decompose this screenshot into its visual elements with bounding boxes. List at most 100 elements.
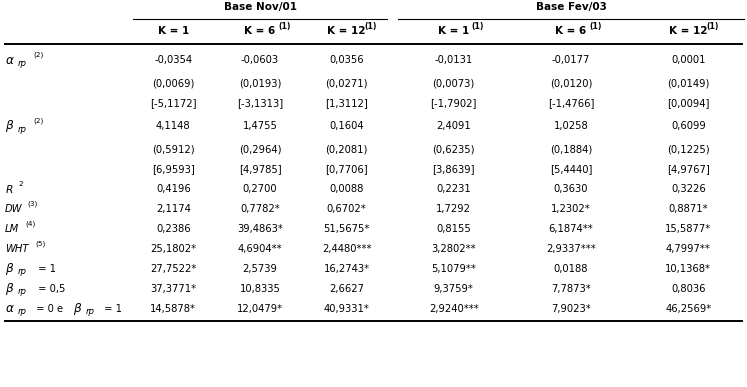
- Text: [4,9785]: [4,9785]: [239, 164, 282, 174]
- Text: [-3,1313]: [-3,1313]: [237, 98, 283, 108]
- Text: 4,1148: 4,1148: [156, 121, 190, 131]
- Text: (0,0271): (0,0271): [326, 78, 368, 88]
- Text: 2,9240***: 2,9240***: [429, 304, 479, 314]
- Text: 0,2700: 0,2700: [243, 184, 277, 194]
- Text: (1): (1): [471, 22, 484, 31]
- Text: (0,2964): (0,2964): [239, 144, 282, 154]
- Text: rp: rp: [18, 308, 27, 317]
- Text: (0,1225): (0,1225): [667, 144, 710, 154]
- Text: 27,7522*: 27,7522*: [150, 264, 196, 274]
- Text: $\alpha$: $\alpha$: [5, 53, 15, 67]
- Text: = 0 e: = 0 e: [33, 304, 66, 314]
- Text: 0,6099: 0,6099: [671, 121, 706, 131]
- Text: 5,1079**: 5,1079**: [431, 264, 476, 274]
- Text: Base Nov/01: Base Nov/01: [223, 2, 297, 12]
- Text: [-5,1172]: [-5,1172]: [150, 98, 196, 108]
- Text: 2: 2: [18, 181, 22, 187]
- Text: K = 6: K = 6: [555, 26, 586, 36]
- Text: 1,2302*: 1,2302*: [551, 204, 591, 214]
- Text: 25,1802*: 25,1802*: [150, 244, 196, 254]
- Text: 4,6904**: 4,6904**: [238, 244, 282, 254]
- Text: 1,4755: 1,4755: [243, 121, 277, 131]
- Text: (2): (2): [33, 118, 43, 124]
- Text: rp: rp: [18, 58, 27, 67]
- Text: $\alpha$: $\alpha$: [5, 303, 15, 315]
- Text: 7,9023*: 7,9023*: [551, 304, 591, 314]
- Text: (1): (1): [278, 22, 291, 31]
- Text: [3,8639]: [3,8639]: [433, 164, 475, 174]
- Text: 0,3226: 0,3226: [671, 184, 706, 194]
- Text: [0,7706]: [0,7706]: [326, 164, 368, 174]
- Text: 46,2569*: 46,2569*: [666, 304, 711, 314]
- Text: $\beta$: $\beta$: [5, 118, 14, 134]
- Text: 0,8155: 0,8155: [436, 224, 471, 234]
- Text: 12,0479*: 12,0479*: [237, 304, 283, 314]
- Text: 7,7873*: 7,7873*: [551, 284, 591, 294]
- Text: 6,1874**: 6,1874**: [548, 224, 593, 234]
- Text: 0,0001: 0,0001: [671, 55, 706, 65]
- Text: -0,0603: -0,0603: [241, 55, 279, 65]
- Text: K = 12: K = 12: [327, 26, 366, 36]
- Text: WHT: WHT: [5, 244, 28, 254]
- Text: 4,7997**: 4,7997**: [666, 244, 711, 254]
- Text: [6,9593]: [6,9593]: [152, 164, 195, 174]
- Text: Base Fev/03: Base Fev/03: [536, 2, 607, 12]
- Text: 0,3630: 0,3630: [554, 184, 588, 194]
- Text: K = 1: K = 1: [158, 26, 189, 36]
- Text: 0,1604: 0,1604: [329, 121, 364, 131]
- Text: 39,4863*: 39,4863*: [237, 224, 283, 234]
- Text: (0,0149): (0,0149): [667, 78, 710, 88]
- Text: = 0,5: = 0,5: [35, 284, 66, 294]
- Text: K = 6: K = 6: [244, 26, 276, 36]
- Text: 2,5739: 2,5739: [243, 264, 277, 274]
- Text: 0,6702*: 0,6702*: [326, 204, 367, 214]
- Text: (1): (1): [589, 22, 601, 31]
- Text: $\beta$: $\beta$: [5, 281, 14, 297]
- Text: 3,2802**: 3,2802**: [431, 244, 476, 254]
- Text: 2,9337***: 2,9337***: [546, 244, 596, 254]
- Text: 40,9331*: 40,9331*: [323, 304, 370, 314]
- Text: = 1: = 1: [35, 264, 56, 274]
- Text: -0,0177: -0,0177: [552, 55, 590, 65]
- Text: (1): (1): [365, 22, 377, 31]
- Text: 15,5877*: 15,5877*: [666, 224, 711, 234]
- Text: K = 1: K = 1: [438, 26, 469, 36]
- Text: (0,1884): (0,1884): [550, 144, 592, 154]
- Text: 16,2743*: 16,2743*: [323, 264, 370, 274]
- Text: (0,0073): (0,0073): [433, 78, 475, 88]
- Text: (5): (5): [35, 241, 46, 247]
- Text: -0,0131: -0,0131: [435, 55, 473, 65]
- Text: (0,6235): (0,6235): [433, 144, 475, 154]
- Text: 0,8871*: 0,8871*: [669, 204, 708, 214]
- Text: $R$: $R$: [5, 183, 13, 195]
- Text: 2,6627: 2,6627: [329, 284, 365, 294]
- Text: [1,3112]: [1,3112]: [325, 98, 368, 108]
- Text: (1): (1): [707, 22, 719, 31]
- Text: -0,0354: -0,0354: [155, 55, 193, 65]
- Text: [-1,7902]: [-1,7902]: [430, 98, 477, 108]
- Text: 10,8335: 10,8335: [240, 284, 280, 294]
- Text: rp: rp: [18, 267, 27, 276]
- Text: DW: DW: [5, 204, 22, 214]
- Text: (3): (3): [27, 201, 37, 207]
- Text: 37,3771*: 37,3771*: [150, 284, 196, 294]
- Text: [4,9767]: [4,9767]: [667, 164, 710, 174]
- Text: 0,4196: 0,4196: [156, 184, 190, 194]
- Text: 0,0088: 0,0088: [329, 184, 364, 194]
- Text: 10,1368*: 10,1368*: [666, 264, 711, 274]
- Text: 1,7292: 1,7292: [436, 204, 471, 214]
- Text: [0,0094]: [0,0094]: [667, 98, 710, 108]
- Text: (0,2081): (0,2081): [326, 144, 368, 154]
- Text: K = 12: K = 12: [669, 26, 707, 36]
- Text: LM: LM: [5, 224, 19, 234]
- Text: $\beta$: $\beta$: [73, 301, 82, 317]
- Text: rp: rp: [18, 288, 27, 296]
- Text: 9,3759*: 9,3759*: [434, 284, 474, 294]
- Text: (0,5912): (0,5912): [152, 144, 195, 154]
- Text: 0,7782*: 0,7782*: [240, 204, 280, 214]
- Text: 51,5675*: 51,5675*: [323, 224, 370, 234]
- Text: rp: rp: [18, 125, 27, 134]
- Text: 2,1174: 2,1174: [156, 204, 190, 214]
- Text: (2): (2): [33, 52, 43, 58]
- Text: 2,4091: 2,4091: [436, 121, 471, 131]
